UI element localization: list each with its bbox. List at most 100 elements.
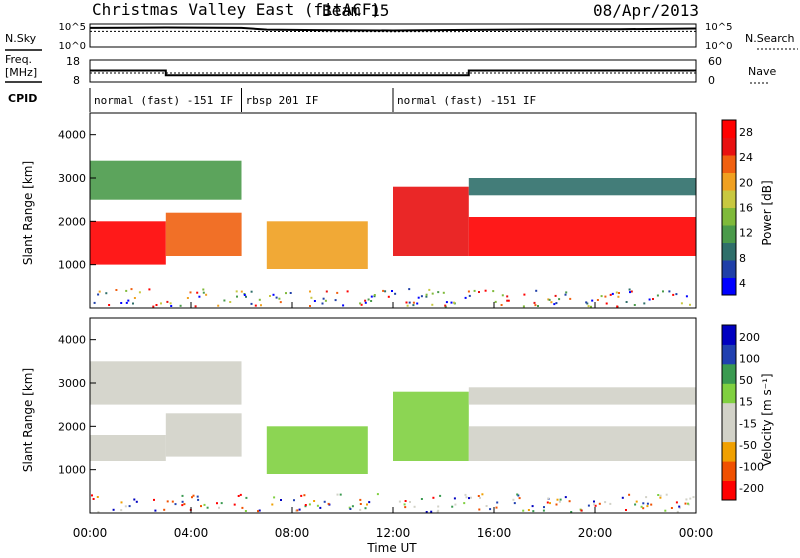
nsky-tick-top: 10^5 [59, 22, 86, 33]
y-tick-label: 2000 [58, 420, 86, 433]
velocity-speckle [470, 497, 472, 499]
velocity-speckle [514, 502, 516, 504]
power-speckle [495, 301, 497, 303]
velocity-speckle [197, 499, 199, 501]
velocity-speckle [319, 507, 321, 509]
velocity-speckle [175, 503, 177, 505]
power-speckle [431, 304, 433, 306]
power-speckle [617, 296, 619, 298]
power-speckle [370, 300, 372, 302]
velocity-speckle [543, 506, 545, 508]
power-speckle [236, 290, 238, 292]
cpid-segment-label: rbsp 201 IF [246, 94, 319, 107]
velocity-speckle [366, 504, 368, 506]
power-speckle [365, 302, 367, 304]
velocity-speckle [182, 501, 184, 503]
power-speckle [413, 302, 415, 304]
power-speckle [535, 290, 537, 292]
velocity-speckle [273, 496, 275, 498]
velocity-speckle [557, 499, 559, 501]
power-speckle [108, 304, 110, 306]
power-speckle [597, 299, 599, 301]
velocity-speckle [481, 493, 483, 495]
velocity-speckle [439, 495, 441, 497]
power-speckle [241, 291, 243, 293]
power-region [166, 213, 242, 256]
velocity-speckle [93, 498, 95, 500]
power-speckle [549, 299, 551, 301]
power-speckle [421, 295, 423, 297]
velocity-speckle [368, 501, 370, 503]
velocity-colorbar-tick: -200 [739, 482, 764, 495]
velocity-speckle [547, 498, 549, 500]
power-speckle [662, 290, 664, 292]
velocity-speckle [421, 498, 423, 500]
power-colorbar-tick: 24 [739, 151, 753, 164]
power-y-axis-label: Slant Range [km] [21, 161, 35, 265]
velocity-speckle [245, 497, 247, 499]
power-speckle [323, 298, 325, 300]
power-speckle [115, 289, 117, 291]
velocity-region [166, 413, 242, 456]
power-speckle [565, 291, 567, 293]
nave-label: Nave [748, 65, 776, 78]
velocity-speckle [496, 507, 498, 509]
cpid-segment-label: normal (fast) -151 IF [397, 94, 536, 107]
power-speckle [432, 293, 434, 295]
velocity-speckle [650, 504, 652, 506]
y-tick-label: 2000 [58, 215, 86, 228]
power-speckle [134, 297, 136, 299]
power-speckle [269, 295, 271, 297]
power-speckle [558, 298, 560, 300]
power-speckle [657, 295, 659, 297]
velocity-speckle [221, 502, 223, 504]
velocity-speckle [349, 508, 351, 510]
velocity-speckle [671, 507, 673, 509]
power-speckle [428, 289, 430, 291]
power-speckle [425, 296, 427, 298]
velocity-colorbar-label: Velocity [m s⁻¹] [760, 373, 774, 466]
velocity-speckle [685, 498, 687, 500]
power-speckle [203, 292, 205, 294]
nave-tick-top: 60 [708, 55, 722, 68]
velocity-speckle [559, 501, 561, 503]
y-tick-label: 3000 [58, 377, 86, 390]
velocity-speckle [549, 502, 551, 504]
power-speckle [446, 301, 448, 303]
velocity-speckle [404, 503, 406, 505]
velocity-speckle [676, 501, 678, 503]
power-speckle [126, 302, 128, 304]
x-tick-label: 00:00 [679, 526, 714, 540]
freq-series [90, 71, 696, 76]
power-speckle [347, 290, 349, 292]
velocity-speckle [628, 494, 630, 496]
y-tick-label: 1000 [58, 464, 86, 477]
velocity-speckle [609, 503, 611, 505]
power-speckle [251, 291, 253, 293]
power-speckle [553, 303, 555, 305]
power-speckle [244, 294, 246, 296]
velocity-colorbar-tick: 50 [739, 374, 753, 387]
power-colorbar-swatch [722, 155, 736, 173]
power-speckle [444, 305, 446, 307]
power-colorbar-tick: 28 [739, 126, 753, 139]
power-speckle [170, 302, 172, 304]
velocity-speckle [599, 503, 601, 505]
power-speckle [251, 303, 253, 305]
velocity-speckle [216, 502, 218, 504]
power-speckle [585, 301, 587, 303]
power-speckle [523, 294, 525, 296]
power-speckle [285, 292, 287, 294]
power-region [90, 221, 166, 264]
x-tick-label: 00:00 [73, 526, 108, 540]
velocity-speckle [478, 509, 480, 511]
power-speckle [309, 305, 311, 307]
velocity-speckle [647, 503, 649, 505]
power-colorbar-swatch [722, 243, 736, 261]
power-speckle [364, 300, 366, 302]
power-speckle [492, 290, 494, 292]
velocity-speckle [200, 505, 202, 507]
velocity-speckle [352, 505, 354, 507]
velocity-speckle [565, 496, 567, 498]
